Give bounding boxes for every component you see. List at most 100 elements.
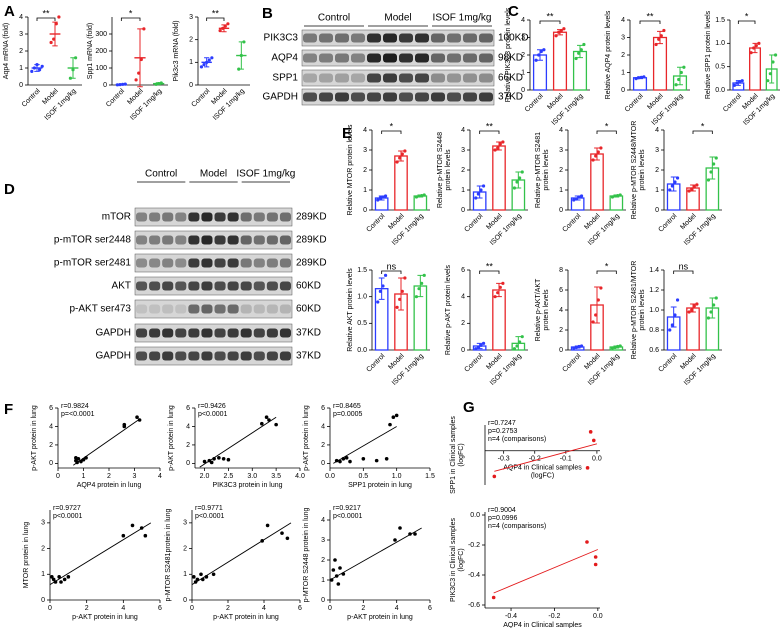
data-point bbox=[157, 82, 161, 86]
data-point bbox=[682, 65, 686, 69]
significance-bracket bbox=[596, 270, 617, 274]
blot-band bbox=[266, 281, 278, 291]
data-point bbox=[74, 56, 78, 60]
panel-label: A bbox=[4, 3, 15, 20]
significance-label: ** bbox=[42, 8, 50, 18]
data-point bbox=[668, 188, 672, 192]
x-tick-label: Model bbox=[546, 92, 565, 111]
y-axis-label: SPP1 in Clinical samples bbox=[450, 416, 457, 494]
blot-band bbox=[383, 33, 397, 43]
blot-band bbox=[335, 33, 349, 43]
data-point bbox=[52, 37, 56, 41]
x-tick-label: Model bbox=[646, 92, 665, 111]
y-tick-label: 0.5 bbox=[357, 320, 367, 327]
scatter-point bbox=[394, 413, 399, 418]
blot-band bbox=[136, 304, 148, 314]
error-bar bbox=[515, 336, 522, 351]
blot-band bbox=[399, 33, 413, 43]
blot-band bbox=[479, 33, 493, 43]
x-tick-label: ISOF 1mg/kg bbox=[212, 88, 246, 122]
blot-size-label: 98KD bbox=[498, 53, 523, 64]
data-point bbox=[139, 57, 143, 62]
y-tick-label: 1.5 bbox=[715, 17, 725, 24]
y-axis-label: p-AKT protein in lung bbox=[168, 405, 175, 471]
data-point bbox=[520, 170, 524, 174]
data-point bbox=[610, 195, 615, 199]
blot-band bbox=[227, 258, 239, 268]
x-tick-label: 0 bbox=[328, 605, 332, 612]
stat-annotation: r=0.9426 bbox=[198, 403, 226, 410]
data-point bbox=[574, 56, 578, 61]
y-axis-label: protein levels bbox=[543, 289, 550, 331]
blot-size-label: 37KD bbox=[296, 351, 321, 362]
y-tick-label: 0.0 bbox=[715, 87, 725, 94]
blot-band bbox=[253, 212, 265, 222]
blot-band bbox=[149, 351, 161, 361]
scatter-point bbox=[135, 415, 139, 420]
significance-label: * bbox=[745, 11, 749, 21]
y-tick-label: 8 bbox=[559, 267, 563, 274]
stat-annotation: r=0.9004 bbox=[488, 507, 516, 514]
significance-label: ** bbox=[646, 11, 654, 21]
y-tick-label: 2 bbox=[559, 327, 563, 334]
data-point bbox=[610, 346, 615, 350]
scatter-point bbox=[217, 456, 221, 460]
fit-line bbox=[493, 549, 599, 594]
y-tick-label: 1 bbox=[321, 577, 325, 584]
data-point bbox=[496, 146, 500, 150]
stat-annotation: n=4 (comparisons) bbox=[488, 523, 546, 530]
blot-band bbox=[162, 281, 174, 291]
data-point bbox=[579, 344, 584, 348]
significance-bracket bbox=[639, 20, 661, 24]
x-tick-label: 1.0 bbox=[392, 473, 402, 480]
x-tick-label: Control bbox=[105, 87, 126, 108]
blot-band bbox=[188, 351, 200, 361]
y-tick-label: 4 bbox=[321, 517, 325, 524]
panel-label: D bbox=[4, 181, 15, 198]
y-tick-label: 1 bbox=[461, 187, 465, 194]
y-tick-label: 2 bbox=[189, 37, 193, 44]
significance-bracket bbox=[120, 17, 141, 21]
data-point bbox=[668, 328, 672, 332]
error-bar bbox=[515, 171, 522, 189]
data-point bbox=[618, 344, 622, 348]
y-axis-label: Relative p-MTOR S2448 bbox=[437, 132, 444, 208]
scatter-point bbox=[331, 568, 336, 572]
y-axis-label: protein levels bbox=[543, 149, 550, 191]
significance-bracket bbox=[479, 130, 500, 134]
data-point bbox=[754, 44, 758, 48]
blot-band bbox=[351, 53, 365, 63]
blot-band bbox=[447, 33, 461, 43]
y-tick-label: 1 bbox=[189, 59, 193, 66]
data-point bbox=[596, 150, 600, 154]
data-point bbox=[637, 76, 641, 80]
y-axis-label: Relative AKT protein levels bbox=[347, 268, 354, 352]
y-tick-label: 2 bbox=[559, 167, 563, 174]
significance-bracket bbox=[206, 17, 225, 21]
y-axis-label: p-AKT protein in lung bbox=[31, 405, 38, 471]
y-tick-label: 100 bbox=[95, 65, 107, 72]
blot-band bbox=[214, 351, 226, 361]
x-tick-label: 4 bbox=[121, 605, 125, 612]
data-point bbox=[674, 83, 678, 87]
scatter-point bbox=[491, 595, 496, 600]
blot-band bbox=[399, 53, 413, 63]
error-bar bbox=[594, 286, 600, 324]
blot-strip bbox=[301, 69, 495, 87]
blot-band bbox=[415, 92, 429, 102]
x-tick-label: 2 bbox=[226, 605, 230, 612]
blot-band bbox=[351, 33, 365, 43]
stat-annotation: p<0.0001 bbox=[53, 513, 82, 520]
scatter-point bbox=[51, 577, 56, 582]
data-point bbox=[242, 40, 246, 44]
data-point bbox=[709, 310, 713, 314]
data-point bbox=[414, 295, 419, 299]
x-tick-label: 0.5 bbox=[358, 473, 368, 480]
x-tick-label: Control bbox=[365, 212, 386, 233]
data-point bbox=[481, 341, 486, 345]
data-point bbox=[692, 185, 696, 189]
data-point bbox=[579, 48, 583, 52]
x-axis-label: AQP4 protein in lung bbox=[77, 482, 142, 489]
data-point bbox=[49, 40, 53, 45]
y-axis-label: Relative MTOR protein levels bbox=[347, 124, 354, 215]
